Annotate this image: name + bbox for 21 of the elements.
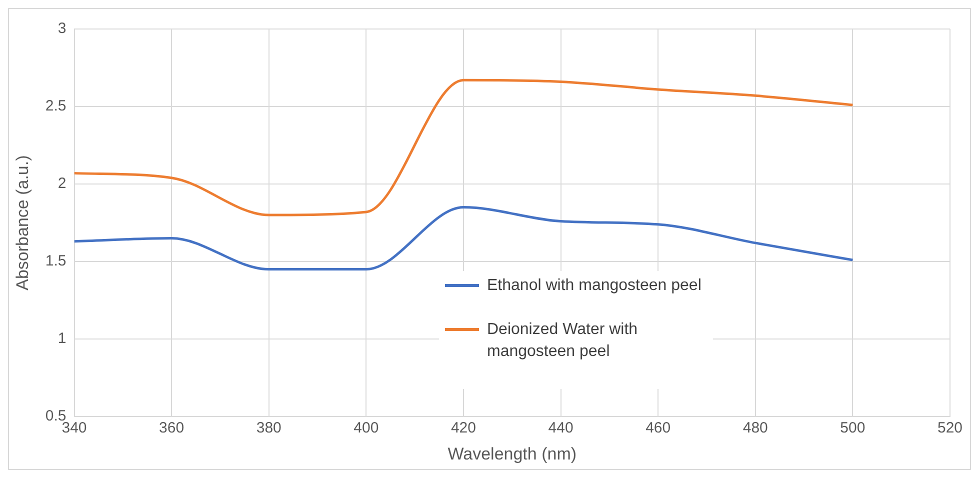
line-series xyxy=(74,206,854,271)
y-axis-title: Absorbance (a.u.) xyxy=(12,155,32,290)
y-tick-label: 3 xyxy=(58,20,66,38)
x-tick-label: 500 xyxy=(840,420,866,437)
x-tick-label: 440 xyxy=(548,420,574,437)
x-tick-label: 520 xyxy=(937,420,963,437)
x-tick-label: 360 xyxy=(159,420,184,437)
x-axis-title: Wavelength (nm) xyxy=(448,444,577,464)
y-tick-label: 1.5 xyxy=(45,252,66,270)
y-tick-label: 2.5 xyxy=(45,98,66,115)
legend-label: Ethanol with mangosteen peel xyxy=(487,276,702,296)
y-tick-label: 2 xyxy=(58,175,66,192)
x-tick-label: 460 xyxy=(646,420,671,437)
x-tick-label: 480 xyxy=(742,420,768,437)
line-series xyxy=(74,78,854,216)
y-tick-label: 1 xyxy=(58,330,66,348)
x-tick-label: 380 xyxy=(256,420,282,437)
x-tick-label: 400 xyxy=(354,420,379,437)
legend-label: Deionized Water with mangosteen peel xyxy=(487,320,639,362)
x-tick-label: 340 xyxy=(62,420,87,437)
x-tick-label: 420 xyxy=(450,420,476,437)
